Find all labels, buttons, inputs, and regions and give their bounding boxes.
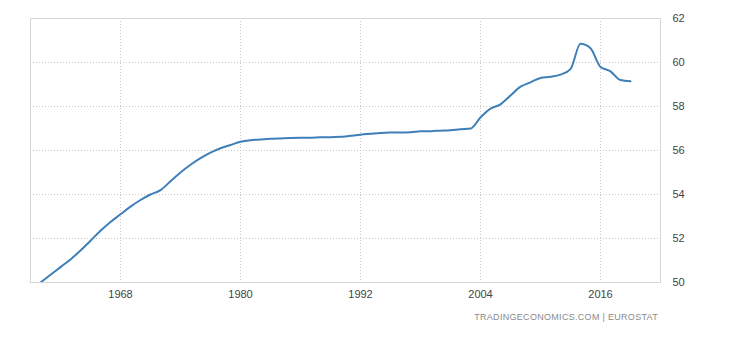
svg-text:56: 56	[673, 144, 685, 156]
svg-text:2016: 2016	[588, 288, 612, 300]
svg-text:58: 58	[673, 100, 685, 112]
svg-text:54: 54	[673, 188, 685, 200]
svg-text:1980: 1980	[228, 288, 252, 300]
svg-text:1992: 1992	[348, 288, 372, 300]
svg-text:60: 60	[673, 56, 685, 68]
svg-text:62: 62	[673, 12, 685, 24]
html-text:TRADINGECONOMICS.COM | EUROSTA: TRADINGECONOMICS.COM | EUROSTAT	[474, 312, 658, 322]
svg-text:50: 50	[673, 276, 685, 288]
svg-text:2004: 2004	[468, 288, 492, 300]
svg-text:1968: 1968	[108, 288, 132, 300]
svg-text:52: 52	[673, 232, 685, 244]
